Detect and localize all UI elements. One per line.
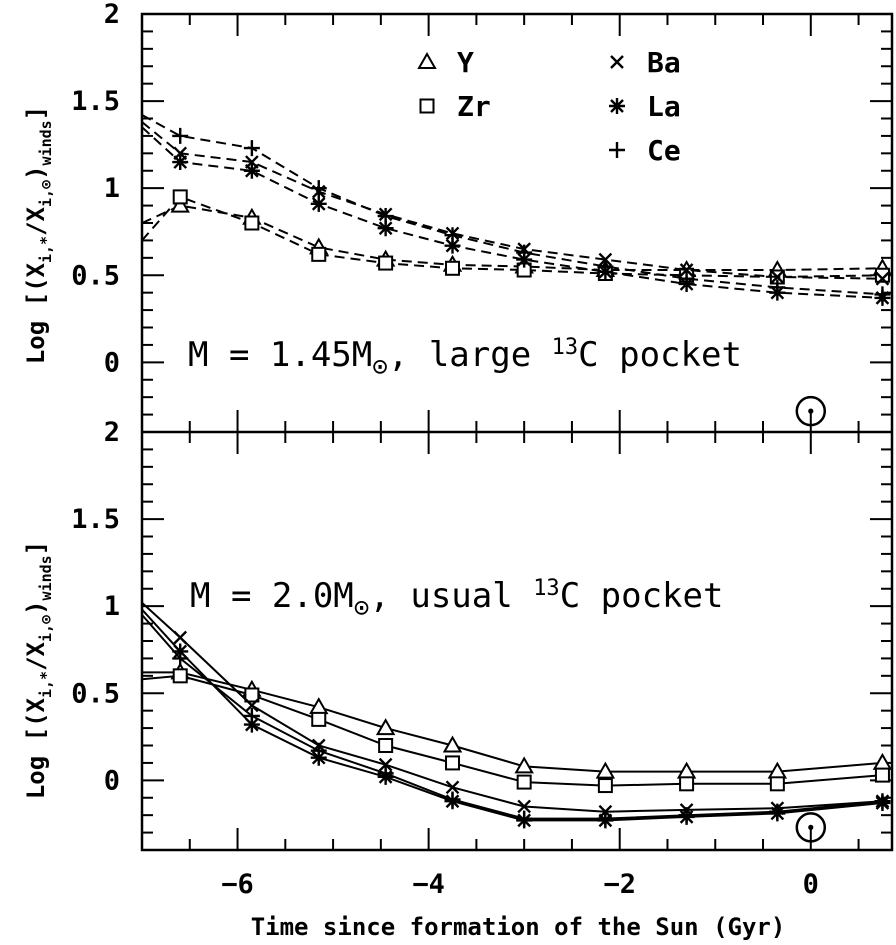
marker-ce [516,811,532,827]
marker-zr [312,713,325,726]
series-line-zr-top [142,197,882,277]
marker-ce [769,804,785,820]
y-tick-label: 0.5 [71,678,120,709]
marker-zr [379,257,392,270]
x-tick-label: −6 [221,869,254,900]
marker-ba [174,632,186,644]
marker-ce [244,140,260,156]
marker-zr [599,779,612,792]
y-tick-label: 0 [104,347,120,378]
series-layer [142,115,890,841]
marker-ce [172,128,188,144]
marker-ce [378,208,394,224]
legend-label-ce: Ce [647,134,681,167]
y-axis-title-bottom: Log [(Xi,*/Xi,⊙)winds] [22,541,55,799]
legend: Y Zr Ba La Ce [419,46,681,167]
y-tick-label: 1 [104,591,120,622]
y-tick-label: 1.5 [71,504,120,535]
marker-zr [876,769,889,782]
y-tick-label: 0 [104,765,120,796]
marker-ce [597,811,613,827]
legend-label-ba: Ba [647,46,681,79]
x-axis-title: Time since formation of the Sun (Gyr) [251,913,786,941]
marker-zr [379,739,392,752]
y-tick-label: 0.5 [71,260,120,291]
legend-marker-ba [611,56,623,68]
marker-ce [874,286,890,302]
marker-la [172,154,188,170]
marker-zr [174,669,187,682]
y-tick-label: 1 [104,173,120,204]
legend-marker-zr [421,100,434,113]
marker-zr [446,756,459,769]
legend-label-la: La [647,90,681,123]
marker-la [311,196,327,212]
marker-zr [446,262,459,275]
marker-la [244,163,260,179]
legend-marker-ce [609,142,625,158]
bottom-panel-annotation: M = 2.0M⊙, usual 13C pocket [190,576,723,623]
marker-ce [445,791,461,807]
marker-zr [245,217,258,230]
x-tick-label: 0 [803,869,819,900]
legend-label-y: Y [457,46,474,79]
legend-marker-la [609,98,625,114]
y-tick-label: 2 [104,417,120,448]
legend-label-zr: Zr [457,90,491,123]
marker-zr [174,190,187,203]
marker-zr [680,777,693,790]
x-tick-label: −4 [412,869,445,900]
y-tick-label: 1.5 [71,86,120,117]
legend-marker-y [419,54,435,68]
sun-symbol-sub: ⊙ [372,352,388,382]
marker-zr [771,777,784,790]
sun-symbol-sub: ⊙ [354,593,370,623]
x-tick-label: −2 [603,869,636,900]
top-panel-annotation: M = 1.45M⊙, large 13C pocket [188,335,742,382]
marker-zr [312,248,325,261]
marker-zr [518,776,531,789]
marker-ce [311,743,327,759]
y-tick-label: 2 [104,0,120,30]
y-axis-title-top: Log [(Xi,*/Xi,⊙)winds] [22,106,55,364]
